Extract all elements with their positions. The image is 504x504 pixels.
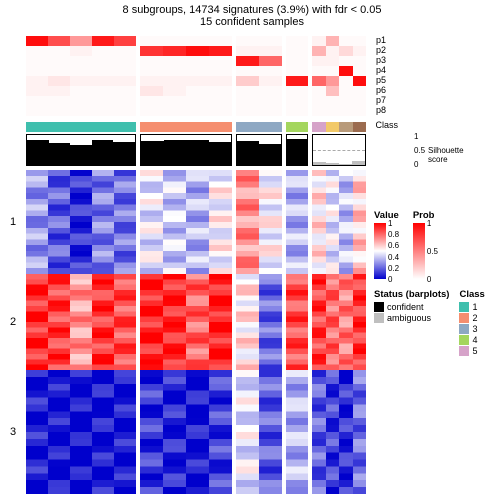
subtitle: 15 confident samples <box>0 16 504 28</box>
prob-row-p5: p5 <box>26 76 366 86</box>
prob-row-p4: p4 <box>26 66 366 76</box>
prob-row-label: p1 <box>376 35 386 45</box>
class-legend-item: 3 <box>459 324 484 334</box>
silhouette-bars <box>26 134 366 166</box>
prob-row-label: p7 <box>376 95 386 105</box>
class-legend: Class 12345 <box>459 289 484 357</box>
class-legend-item: 2 <box>459 313 484 323</box>
class-legend-title: Class <box>459 289 484 300</box>
main-panel: p1p2p3p4p5p6p7p8 Class 1 0.5 Silhouette … <box>26 36 366 498</box>
prob-tick: 0 <box>427 275 431 284</box>
silhouette-block <box>236 134 282 166</box>
prob-row-p8: p8 <box>26 106 366 116</box>
class-block <box>286 122 308 132</box>
prob-row-label: p6 <box>376 85 386 95</box>
value-tick: 0.4 <box>388 253 399 262</box>
class-legend-item: 4 <box>459 335 484 345</box>
class-block <box>236 122 282 132</box>
prob-row-label: p3 <box>376 55 386 65</box>
value-legend-title: Value <box>374 210 399 221</box>
heatmap-row-label: 1 <box>10 216 16 228</box>
class-strip-label: Class <box>375 120 398 130</box>
prob-row-label: p2 <box>376 45 386 55</box>
value-tick: 0.8 <box>388 230 399 239</box>
prob-row-p1: p1 <box>26 36 366 46</box>
value-tick: 0.2 <box>388 264 399 273</box>
value-legend: Value 10.80.60.40.20 <box>374 210 399 279</box>
main-heatmap <box>26 170 366 494</box>
class-strip <box>26 122 366 132</box>
prob-row-p7: p7 <box>26 96 366 106</box>
sil-tick-1: 1 <box>414 132 418 141</box>
sil-tick-0: 0 <box>414 160 418 169</box>
silhouette-label: Silhouette score <box>428 146 464 164</box>
status-legend-item: confident <box>374 302 449 312</box>
silhouette-block <box>26 134 136 166</box>
heatmap-block <box>312 170 366 494</box>
class-legend-item: 1 <box>459 302 484 312</box>
prob-row-label: p5 <box>376 75 386 85</box>
prob-row-p2: p2 <box>26 46 366 56</box>
sil-tick-05: 0.5 <box>414 146 425 155</box>
class-block <box>312 122 366 132</box>
value-tick: 0 <box>388 275 392 284</box>
legends: Value 10.80.60.40.20 Prob 10.50 Status (… <box>374 210 498 367</box>
status-legend: Status (barplots) confidentambiguous <box>374 289 449 357</box>
silhouette-block <box>312 134 366 166</box>
prob-tick: 0.5 <box>427 247 438 256</box>
silhouette-block <box>140 134 232 166</box>
value-tick: 0.6 <box>388 241 399 250</box>
value-gradient <box>374 223 386 279</box>
heatmap-block <box>26 170 136 494</box>
prob-gradient <box>413 223 425 279</box>
prob-legend: Prob 10.50 <box>413 210 435 279</box>
title: 8 subgroups, 14734 signatures (3.9%) wit… <box>0 0 504 16</box>
prob-tick: 1 <box>427 219 431 228</box>
heatmap-row-label: 3 <box>10 426 16 438</box>
value-tick: 1 <box>388 219 392 228</box>
silhouette-block <box>286 134 308 166</box>
status-legend-item: ambiguous <box>374 313 449 323</box>
figure: 8 subgroups, 14734 signatures (3.9%) wit… <box>0 0 504 504</box>
heatmap-block <box>140 170 232 494</box>
prob-heatmap: p1p2p3p4p5p6p7p8 <box>26 36 366 118</box>
class-block <box>140 122 232 132</box>
prob-row-p3: p3 <box>26 56 366 66</box>
prob-row-label: p8 <box>376 105 386 115</box>
heatmap-block <box>286 170 308 494</box>
prob-row-label: p4 <box>376 65 386 75</box>
class-legend-item: 5 <box>459 346 484 356</box>
heatmap-block <box>236 170 282 494</box>
status-legend-title: Status (barplots) <box>374 289 449 300</box>
class-block <box>26 122 136 132</box>
heatmap-row-label: 2 <box>10 316 16 328</box>
prob-row-p6: p6 <box>26 86 366 96</box>
